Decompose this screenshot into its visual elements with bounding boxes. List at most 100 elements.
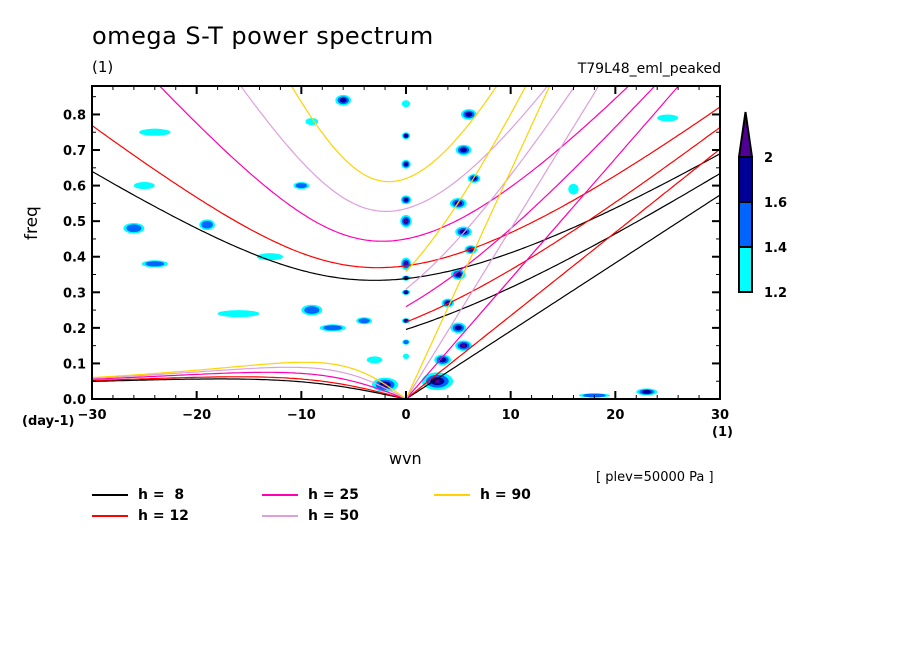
rossby-wave-curve-h90: [92, 361, 407, 399]
legend-item: h = 8: [92, 487, 184, 503]
colorbar-label: 2: [764, 151, 773, 166]
axes: −30 −20 −10 0 10 20 30 0.0 0.1 0.2 0.3 0.4 0.5 0.6 0.7…: [63, 85, 729, 423]
legend-item: h = 12: [92, 508, 189, 524]
rossby-wave-curve-h12: [92, 376, 407, 399]
power-contour-patch: [217, 310, 260, 318]
dispersion-curves: [92, 86, 720, 399]
chart-title: omega S-T power spectrum: [92, 22, 434, 50]
x-tick-label: −10: [287, 408, 316, 423]
chart-experiment-label: T79L48_eml_peaked: [577, 61, 721, 77]
rossby-wave-curve-h25: [92, 371, 407, 399]
kelvin-wave-curve-h90: [405, 86, 551, 399]
power-contour-patch: [126, 224, 142, 233]
x-tick-label: 20: [606, 408, 624, 423]
power-contour-patch: [201, 220, 213, 229]
y-tick-label: 0.0: [63, 393, 86, 408]
power-contour-patch: [434, 379, 440, 384]
power-contour-patch: [403, 197, 409, 202]
y-tick-label: 0.2: [63, 322, 86, 337]
inertia-gravity-curve-h50: [240, 86, 549, 212]
power-contour-patch: [404, 261, 408, 266]
power-contour-patch: [403, 162, 409, 167]
x-tick-label: 0: [401, 408, 410, 423]
power-contour-patch: [358, 318, 370, 324]
colorbar-segment: [738, 201, 753, 248]
eastward-ig-curve-h50: [405, 86, 576, 290]
eastward-ig-curve-h25: [405, 86, 656, 308]
power-contour-patch: [401, 100, 411, 108]
power-contour-patch: [465, 112, 473, 117]
chart-subtitle-units: (1): [92, 58, 114, 76]
power-contour-patch: [568, 183, 579, 195]
power-contour-patch: [657, 114, 679, 122]
eastward-ig-curve-h8: [405, 172, 720, 331]
legend-item: h = 90: [434, 487, 531, 503]
colorbar-label: 1.4: [764, 241, 787, 256]
legend-line-swatch: [434, 494, 470, 496]
kelvin-wave-curve-h8: [405, 194, 720, 399]
legend-label: h = 8: [138, 487, 185, 503]
power-contour-patch: [404, 290, 408, 295]
x-axis-label: wvn: [389, 449, 422, 468]
power-contour-patch: [323, 325, 343, 331]
legend-line-swatch: [262, 515, 298, 517]
kelvin-wave-curve-h12: [405, 148, 720, 399]
power-contour-patch: [403, 340, 409, 345]
legend-label: h = 90: [480, 487, 531, 503]
x-tick-label: −20: [182, 408, 211, 423]
rossby-wave-curve-h8: [92, 378, 407, 399]
power-contours: [123, 94, 679, 398]
kelvin-wave-curve-h25: [405, 86, 680, 399]
power-contour-patch: [404, 133, 408, 138]
legend-item: h = 50: [262, 508, 359, 524]
power-contour-patch: [402, 353, 410, 359]
legend-label: h = 12: [138, 508, 189, 524]
y-tick-label: 0.8: [63, 108, 86, 123]
power-contour-patch: [133, 182, 155, 190]
legend-label: h = 25: [308, 487, 359, 503]
power-contour-patch: [461, 343, 466, 348]
colorbar-segment: [738, 246, 753, 293]
power-contour-patch: [304, 306, 320, 314]
pressure-level-annotation: [ plev=50000 Pa ]: [596, 470, 714, 485]
x-tick-label: 30: [711, 408, 729, 423]
power-contour-patch: [642, 389, 652, 394]
legend-label: h = 50: [308, 508, 359, 524]
power-contour-patch: [139, 128, 171, 136]
power-contour-patch: [454, 325, 462, 331]
colorbar-extend-arrow: [737, 111, 754, 158]
y-tick-label: 0.5: [63, 215, 86, 230]
legend-line-swatch: [92, 515, 128, 517]
colorbar-label: 1.2: [764, 286, 787, 301]
legend-item: h = 25: [262, 487, 359, 503]
y-tick-label: 0.3: [63, 286, 86, 301]
power-contour-patch: [404, 219, 408, 224]
y-axis-unit: (day-1): [22, 414, 75, 429]
power-contour-patch: [339, 97, 347, 103]
inertia-gravity-curve-h90: [290, 86, 498, 183]
y-tick-label: 0.7: [63, 144, 86, 159]
x-tick-label: 10: [502, 408, 520, 423]
inertia-gravity-curve-h12: [92, 106, 720, 269]
x-axis-unit: (1): [712, 425, 733, 440]
colorbar-segment: [738, 156, 753, 203]
x-tick-label: −30: [78, 408, 107, 423]
y-tick-label: 0.1: [63, 357, 86, 372]
inertia-gravity-curve-h25: [158, 86, 630, 242]
eastward-ig-curve-h12: [405, 126, 720, 323]
power-contour-patch: [460, 147, 468, 153]
eastward-ig-curve-h90: [405, 86, 527, 273]
colorbar: 1.2 1.4 1.6 2: [737, 111, 787, 301]
kelvin-wave-curve-h50: [405, 86, 600, 399]
power-contour-patch: [366, 356, 383, 364]
rossby-wave-curve-h50: [92, 366, 407, 399]
legend-line-swatch: [92, 494, 128, 496]
power-contour-patch: [145, 261, 165, 267]
y-tick-label: 0.4: [63, 251, 86, 266]
legend-line-swatch: [262, 494, 298, 496]
power-contour-patch: [295, 183, 307, 189]
colorbar-label: 1.6: [764, 196, 787, 211]
inertia-gravity-curve-h8: [92, 153, 720, 281]
y-tick-label: 0.6: [63, 180, 86, 195]
